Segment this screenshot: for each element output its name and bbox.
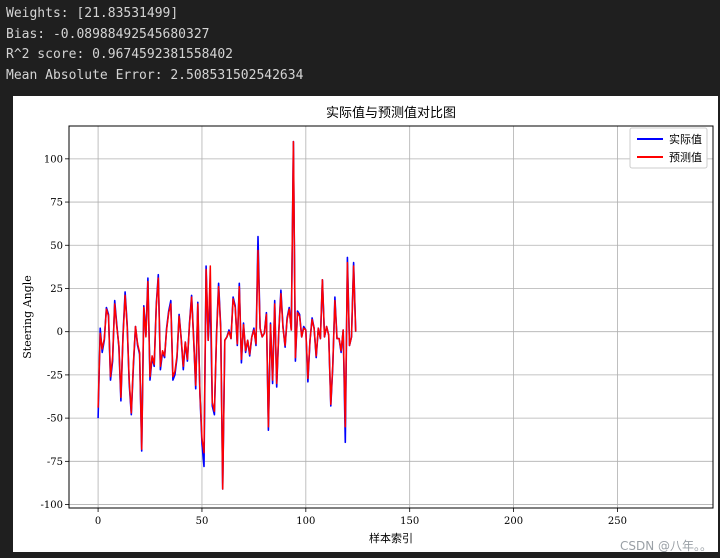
chart-title: 实际值与预测值对比图 [326,105,456,121]
console-line-mae: Mean Absolute Error: 2.508531502542634 [6,67,304,83]
y-tick-label: -50 [47,414,63,425]
console-line-r2: R^2 score: 0.9674592381558402 [6,47,233,62]
series-layer [97,140,357,490]
chart-canvas: 0 50 100 150 200 250 -100 -75 -50 -25 0 25 50 75 100 实… [21,105,714,545]
ticks: 0 50 100 150 200 250 -100 -75 -50 -25 0 25 50 75 100 [41,154,627,527]
y-tick-label: 75 [50,198,63,209]
y-tick-label: -100 [41,500,63,511]
series-line-actual [97,140,357,490]
x-tick-label: 0 [95,516,101,527]
x-tick-label: 250 [608,516,627,527]
y-tick-label: -25 [47,370,63,381]
grid [69,126,713,508]
y-tick-label: -75 [47,457,63,468]
axes-frame [68,125,714,509]
chart-figure: 0 50 100 150 200 250 -100 -75 -50 -25 0 25 50 75 100 实… [13,96,718,552]
console-output: Weights: [21.83531499] Bias: -0.08988492… [6,4,303,86]
x-axis-label: 样本索引 [369,531,413,545]
console-line-weights: Weights: [21.83531499] [6,6,179,21]
y-tick-label: 100 [44,154,63,165]
watermark: CSDN @八年。。 [619,539,712,553]
series-line-predicted [97,140,357,490]
x-tick-label: 100 [296,516,315,527]
legend: 实际值 预测值 [629,127,708,169]
legend-label-predicted: 预测值 [669,151,702,164]
y-tick-label: 25 [50,284,63,295]
x-tick-label: 50 [196,516,209,527]
legend-label-actual: 实际值 [669,132,702,146]
x-tick-label: 150 [400,516,419,527]
y-axis-label: Steering Angle [21,275,34,358]
y-tick-label: 0 [57,327,63,338]
console-line-bias: Bias: -0.08988492545680327 [6,26,210,42]
y-tick-label: 50 [50,241,63,252]
x-tick-label: 200 [504,516,523,527]
